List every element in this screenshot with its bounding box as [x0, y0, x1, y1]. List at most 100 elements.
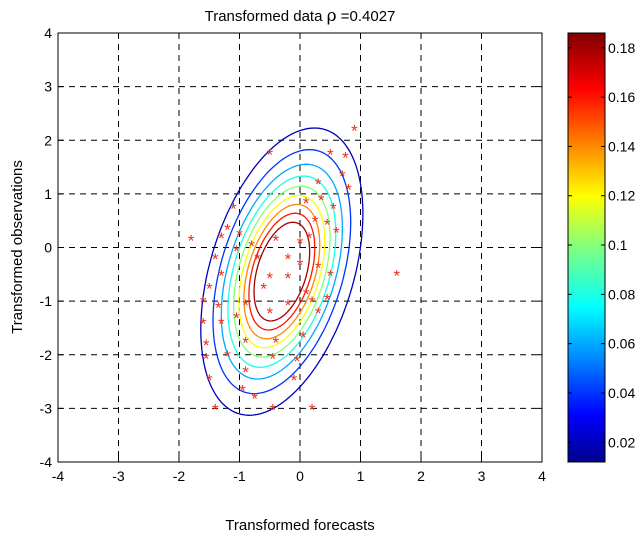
contour-line: [232, 185, 331, 358]
data-point: *: [333, 223, 340, 242]
colorbar-ticks: 0.02 0.04 0.06 0.08 0.1 0.12 0.14 0.16 0.18: [568, 40, 635, 450]
data-point: *: [269, 349, 276, 368]
data-point: *: [285, 296, 292, 315]
colorbar-tick-label: 0.08: [608, 286, 635, 302]
x-axis-label: Transformed forecasts: [225, 517, 375, 534]
data-point: *: [236, 226, 243, 245]
data-point: *: [339, 167, 346, 186]
data-points: ******** * ** * **** ** ** * **** * ** * **** **** * **…: [188, 122, 401, 420]
data-point: *: [242, 296, 249, 315]
data-point: *: [306, 229, 313, 248]
x-tick-label: 1: [357, 468, 365, 484]
x-tick-label: -1: [233, 468, 246, 484]
y-tick-label: -4: [40, 454, 53, 470]
y-tick-label: -1: [40, 293, 53, 309]
data-point: *: [315, 258, 322, 277]
data-point: *: [324, 290, 331, 309]
data-point: *: [233, 309, 240, 328]
y-tick-label: -3: [40, 400, 53, 416]
data-point: *: [212, 250, 219, 269]
data-point: *: [327, 266, 334, 285]
y-tick-label: -2: [40, 347, 53, 363]
colorbar-tick-label: 0.18: [608, 40, 635, 56]
contour-line: [253, 221, 311, 322]
contour-line: [243, 203, 321, 340]
x-tick-label: 2: [417, 468, 425, 484]
data-point: *: [215, 298, 222, 317]
x-tick-label: -4: [52, 468, 65, 484]
data-point: *: [393, 266, 400, 285]
data-point: *: [260, 280, 267, 299]
data-point: *: [297, 256, 304, 275]
data-point: *: [285, 250, 292, 269]
data-point: *: [233, 242, 240, 261]
contour-line: [212, 148, 352, 395]
colorbar-tick-label: 0.06: [608, 336, 635, 352]
contour-line: [227, 175, 337, 368]
chart-title: Transformed data ρ =0.4027: [205, 6, 396, 26]
y-tick-label: 3: [44, 79, 52, 95]
contour-lines: [200, 127, 364, 416]
data-point: *: [230, 199, 237, 218]
data-point: *: [272, 333, 279, 352]
data-point: *: [266, 304, 273, 323]
data-point: *: [218, 229, 225, 248]
data-point: *: [251, 390, 258, 409]
x-tick-label: 3: [478, 468, 486, 484]
colorbar: [567, 32, 606, 463]
colorbar-tick-label: 0.14: [608, 138, 635, 154]
data-point: *: [291, 371, 298, 390]
data-point: *: [285, 269, 292, 288]
data-point: *: [200, 315, 207, 334]
data-point: *: [242, 363, 249, 382]
contour-line: [220, 163, 344, 380]
chart-title-suffix: =0.4027: [337, 8, 396, 25]
data-point: *: [324, 215, 331, 234]
data-point: *: [297, 234, 304, 253]
data-point: *: [318, 191, 325, 210]
chart-title-prefix: Transformed data: [205, 8, 327, 25]
data-point: *: [269, 400, 276, 419]
data-point: *: [309, 400, 316, 419]
data-point: *: [351, 122, 358, 141]
chart-title-symbol: ρ: [327, 6, 337, 26]
data-point: *: [300, 328, 307, 347]
data-point: *: [242, 333, 249, 352]
colorbar-tick-label: 0.1: [608, 237, 628, 253]
y-tick-label: 2: [44, 132, 52, 148]
data-point: *: [342, 148, 349, 167]
colorbar-tick-label: 0.04: [608, 385, 635, 401]
contour-line: [248, 212, 316, 331]
data-point: *: [312, 213, 319, 232]
x-tick-label: 0: [296, 468, 304, 484]
y-tick-label: 4: [44, 25, 52, 41]
data-point: *: [224, 221, 231, 240]
y-tick-label: 0: [44, 240, 52, 256]
data-point: *: [254, 250, 261, 269]
y-axis-ticks: -4 -3 -2 -1 0 1 2 3 4: [40, 25, 542, 470]
colorbar-tick-label: 0.12: [608, 188, 635, 204]
data-point: *: [345, 181, 352, 200]
data-point: *: [315, 304, 322, 323]
data-point: *: [224, 347, 231, 366]
data-point: *: [294, 352, 301, 371]
x-tick-label: -3: [112, 468, 125, 484]
data-point: *: [327, 146, 334, 165]
data-point: *: [218, 266, 225, 285]
contour-line: [238, 194, 326, 349]
data-point: *: [272, 231, 279, 250]
data-point: *: [248, 237, 255, 256]
data-point: *: [218, 315, 225, 334]
x-axis-ticks: -4 -3 -2 -1 0 1 2 3 4: [52, 33, 546, 484]
data-point: *: [266, 146, 273, 165]
data-point: *: [266, 269, 273, 288]
data-point: *: [239, 382, 246, 401]
contour-line: [200, 127, 364, 416]
data-point: *: [188, 231, 195, 250]
data-point: *: [200, 293, 207, 312]
data-point: *: [206, 371, 213, 390]
y-axis-label: Transformed observations: [9, 160, 26, 334]
data-point: *: [203, 336, 210, 355]
data-point: *: [315, 175, 322, 194]
data-point: *: [309, 293, 316, 312]
